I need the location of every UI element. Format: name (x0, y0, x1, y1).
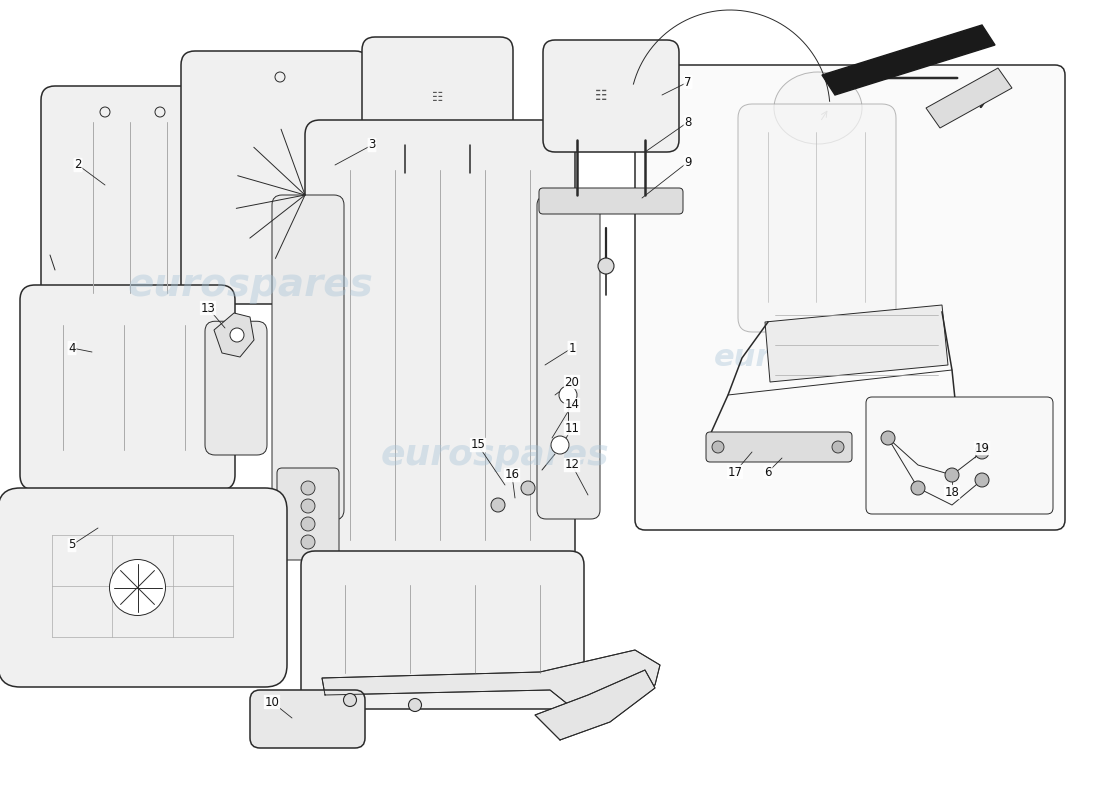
Text: 2: 2 (75, 158, 81, 171)
Circle shape (491, 498, 505, 512)
Text: 17: 17 (727, 466, 742, 478)
FancyBboxPatch shape (277, 468, 339, 560)
Circle shape (100, 107, 110, 117)
Text: 6: 6 (764, 466, 772, 478)
Text: 13: 13 (200, 302, 216, 314)
Text: 4: 4 (68, 342, 76, 354)
Circle shape (945, 468, 959, 482)
FancyBboxPatch shape (738, 104, 896, 332)
Circle shape (911, 481, 925, 495)
Text: 5: 5 (68, 538, 76, 551)
Text: 7: 7 (684, 75, 692, 89)
FancyBboxPatch shape (635, 65, 1065, 530)
Text: 1: 1 (569, 342, 575, 354)
FancyBboxPatch shape (539, 188, 683, 214)
FancyBboxPatch shape (362, 37, 513, 158)
Text: 16: 16 (505, 469, 519, 482)
Text: 8: 8 (684, 115, 692, 129)
Text: 14: 14 (564, 398, 580, 411)
Circle shape (832, 441, 844, 453)
FancyBboxPatch shape (305, 120, 575, 585)
Text: 12: 12 (564, 458, 580, 471)
Circle shape (881, 431, 895, 445)
Text: 3: 3 (368, 138, 376, 151)
Polygon shape (214, 313, 254, 357)
Circle shape (551, 436, 569, 454)
Circle shape (230, 328, 244, 342)
Circle shape (712, 441, 724, 453)
Text: 9: 9 (684, 155, 692, 169)
Circle shape (521, 481, 535, 495)
Text: eurospares: eurospares (381, 438, 609, 472)
Text: eurospares: eurospares (128, 266, 373, 304)
FancyBboxPatch shape (866, 397, 1053, 514)
Text: 11: 11 (564, 422, 580, 434)
Text: ☷: ☷ (432, 91, 443, 104)
Circle shape (301, 499, 315, 513)
Circle shape (301, 535, 315, 549)
Text: eurospares: eurospares (714, 343, 906, 373)
FancyBboxPatch shape (0, 488, 287, 687)
Circle shape (408, 698, 421, 711)
FancyBboxPatch shape (543, 40, 679, 152)
Text: 15: 15 (471, 438, 485, 451)
FancyBboxPatch shape (272, 195, 344, 520)
Polygon shape (822, 25, 996, 95)
Polygon shape (764, 305, 948, 382)
FancyBboxPatch shape (301, 551, 584, 709)
Circle shape (598, 258, 614, 274)
FancyBboxPatch shape (250, 690, 365, 748)
Circle shape (975, 473, 989, 487)
Circle shape (343, 694, 356, 706)
FancyBboxPatch shape (41, 86, 224, 329)
Ellipse shape (774, 72, 862, 144)
Polygon shape (926, 68, 1012, 128)
Text: 10: 10 (265, 695, 279, 709)
Text: ☷: ☷ (595, 89, 607, 103)
Circle shape (275, 72, 285, 82)
FancyBboxPatch shape (205, 322, 267, 455)
FancyBboxPatch shape (20, 285, 235, 490)
Text: 20: 20 (564, 375, 580, 389)
Polygon shape (535, 670, 654, 740)
Circle shape (301, 517, 315, 531)
Circle shape (559, 386, 578, 404)
Circle shape (301, 481, 315, 495)
Text: 19: 19 (975, 442, 990, 454)
FancyBboxPatch shape (537, 196, 600, 519)
Text: 18: 18 (945, 486, 959, 498)
FancyBboxPatch shape (706, 432, 852, 462)
Polygon shape (322, 650, 660, 710)
Circle shape (975, 445, 989, 459)
FancyBboxPatch shape (182, 51, 368, 304)
Circle shape (155, 107, 165, 117)
Circle shape (110, 559, 165, 615)
